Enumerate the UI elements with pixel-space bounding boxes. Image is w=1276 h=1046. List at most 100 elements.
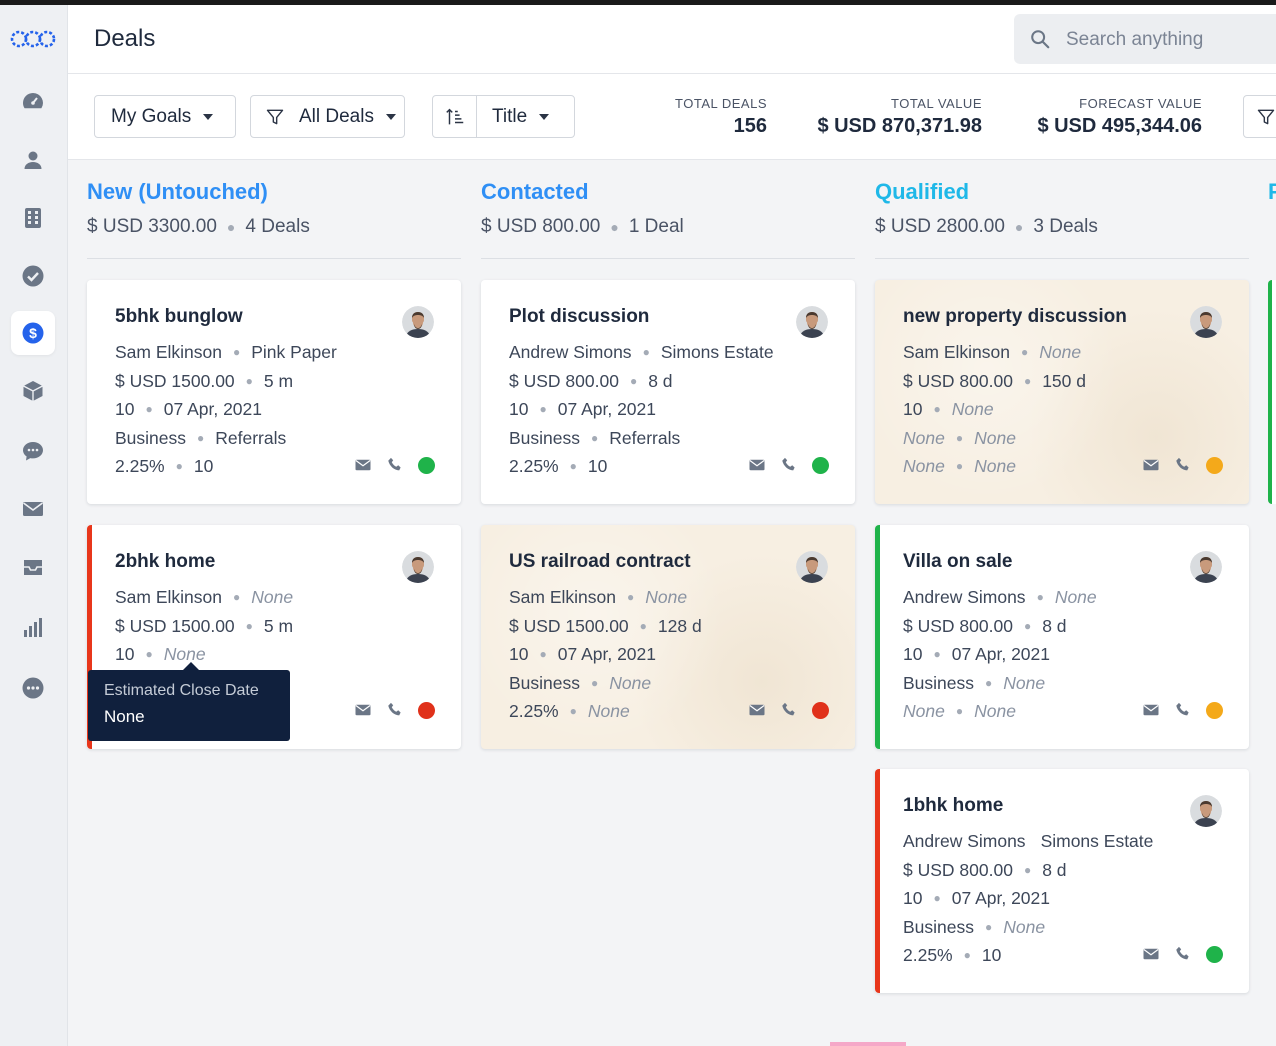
sidebar-item-deals[interactable]: $ <box>11 311 55 355</box>
deal-detail-row: 2.25% ● None <box>509 701 630 722</box>
card-accent-bar <box>875 525 880 749</box>
owner-avatar[interactable] <box>402 306 434 338</box>
deal-field: 10 <box>587 456 608 476</box>
search-input[interactable]: Search anything <box>1066 29 1204 50</box>
email-icon[interactable] <box>354 701 372 719</box>
deal-field: 150 d <box>1042 371 1086 391</box>
deal-title[interactable]: US railroad contract <box>509 551 691 572</box>
owner-avatar[interactable] <box>796 306 828 338</box>
deal-field: 2.25% <box>509 701 559 721</box>
owner-avatar[interactable] <box>1190 795 1222 827</box>
stat-value: 156 <box>733 115 767 137</box>
stat-label: FORECAST VALUE <box>1079 96 1202 111</box>
deal-detail-row: Business ● None <box>903 673 1045 694</box>
deal-field: None <box>951 399 994 419</box>
phone-icon[interactable] <box>1174 456 1192 474</box>
email-icon[interactable] <box>748 456 766 474</box>
deal-card[interactable]: 5bhk bunglow Sam Elkinson ● Pink Paper $ US… <box>87 280 461 504</box>
separator-dot: ● <box>627 590 635 604</box>
sidebar-item-accounts[interactable] <box>11 196 55 240</box>
phone-icon[interactable] <box>780 456 798 474</box>
card-actions <box>1128 456 1223 474</box>
dashboard-icon <box>23 93 43 109</box>
phone-icon[interactable] <box>386 701 404 719</box>
deal-title[interactable]: new property discussion <box>903 306 1127 327</box>
column-title[interactable]: New (Untouched) <box>87 179 268 204</box>
deal-detail-row: Andrew Simons ● Simons Estate <box>509 342 774 363</box>
email-icon[interactable] <box>354 456 372 474</box>
sidebar-item-email[interactable] <box>11 487 55 531</box>
deal-field: None <box>903 428 945 448</box>
card-actions <box>1128 701 1223 719</box>
advanced-filter-button[interactable] <box>1243 95 1276 138</box>
deal-card[interactable]: 1bhk home Andrew Simons Simons Estate $ US… <box>875 769 1249 993</box>
owner-avatar[interactable] <box>1190 306 1222 338</box>
deal-field: 07 Apr, 2021 <box>557 644 657 664</box>
column-summary: $ USD 2800.00 ● 3 Deals <box>875 216 1098 238</box>
separator-dot: ● <box>985 676 993 690</box>
deal-card[interactable]: new property discussion Sam Elkinson ● Non… <box>875 280 1249 504</box>
column-summary: $ USD 3300.00 ● 4 Deals <box>87 216 310 238</box>
phone-icon[interactable] <box>780 701 798 719</box>
deal-field: 07 Apr, 2021 <box>163 399 263 419</box>
email-icon[interactable] <box>748 701 766 719</box>
deal-card[interactable]: US railroad contract Sam Elkinson ● None $ … <box>481 525 855 749</box>
deal-detail-row: None ● None <box>903 701 1016 722</box>
sidebar-item-inbox[interactable] <box>11 545 55 589</box>
deal-detail-row: 10 ● None <box>903 399 994 420</box>
deal-title[interactable]: 2bhk home <box>115 551 216 572</box>
deal-field: 07 Apr, 2021 <box>557 399 657 419</box>
app-logo-icon[interactable] <box>10 27 56 51</box>
my-goals-dropdown[interactable]: My Goals <box>94 95 236 138</box>
sidebar-item-contacts[interactable] <box>11 138 55 182</box>
column-title[interactable]: Qualified <box>875 179 970 204</box>
phone-icon[interactable] <box>1174 701 1192 719</box>
sidebar-item-products[interactable] <box>11 369 55 413</box>
sidebar-item-more[interactable] <box>11 666 55 710</box>
phone-icon[interactable] <box>386 456 404 474</box>
global-search[interactable]: Search anything <box>1014 14 1276 64</box>
owner-avatar[interactable] <box>796 551 828 583</box>
card-actions <box>340 456 435 474</box>
sort-field-dropdown[interactable]: Title <box>477 106 550 128</box>
separator-dot: ● <box>591 676 599 690</box>
phone-icon[interactable] <box>1174 945 1192 963</box>
sidebar-item-dashboard[interactable] <box>11 79 55 123</box>
separator-dot: ● <box>1036 590 1044 604</box>
deal-title[interactable]: 5bhk bunglow <box>115 306 243 327</box>
deal-card[interactable]: Plot discussion Andrew Simons ● Simons Est… <box>481 280 855 504</box>
deal-detail-row: $ USD 800.00 ● 8 d <box>903 616 1067 637</box>
deal-card[interactable]: Villa on sale Andrew Simons ● None $ USD 80… <box>875 525 1249 749</box>
deal-field: $ USD 1500.00 <box>509 616 629 636</box>
deal-field: None <box>609 673 652 693</box>
owner-avatar[interactable] <box>1190 551 1222 583</box>
deal-title[interactable]: Villa on sale <box>903 551 1013 572</box>
deal-field: Pink Paper <box>251 342 337 362</box>
email-icon[interactable] <box>1142 945 1160 963</box>
sort-control[interactable]: Title <box>432 95 575 138</box>
email-icon[interactable] <box>1142 701 1160 719</box>
top-header: Deals Search anything <box>68 5 1276 74</box>
deal-field: Business <box>509 673 581 693</box>
separator-dot: ● <box>933 402 941 416</box>
chevron-down-icon <box>385 113 396 120</box>
deal-field: Andrew Simons <box>903 587 1026 607</box>
owner-avatar[interactable] <box>402 551 434 583</box>
deal-field: None <box>1039 342 1082 362</box>
sidebar-item-chat[interactable] <box>11 429 55 473</box>
separator-dot: ● <box>539 647 547 661</box>
sidebar-item-tasks[interactable] <box>11 254 55 298</box>
sidebar-item-reports[interactable] <box>11 606 55 650</box>
deal-field: None <box>645 587 688 607</box>
sort-direction-button[interactable] <box>433 96 477 137</box>
deal-title[interactable]: Plot discussion <box>509 306 650 327</box>
card-accent-bar <box>87 525 92 749</box>
deal-field: 10 <box>981 945 1002 965</box>
deal-title[interactable]: 1bhk home <box>903 795 1004 816</box>
email-icon[interactable] <box>1142 456 1160 474</box>
column-divider <box>481 258 855 259</box>
column-title[interactable]: Contacted <box>481 179 589 204</box>
deal-field: Business <box>903 917 975 937</box>
separator-dot: ● <box>985 920 993 934</box>
all-deals-filter-dropdown[interactable]: All Deals <box>250 95 405 138</box>
